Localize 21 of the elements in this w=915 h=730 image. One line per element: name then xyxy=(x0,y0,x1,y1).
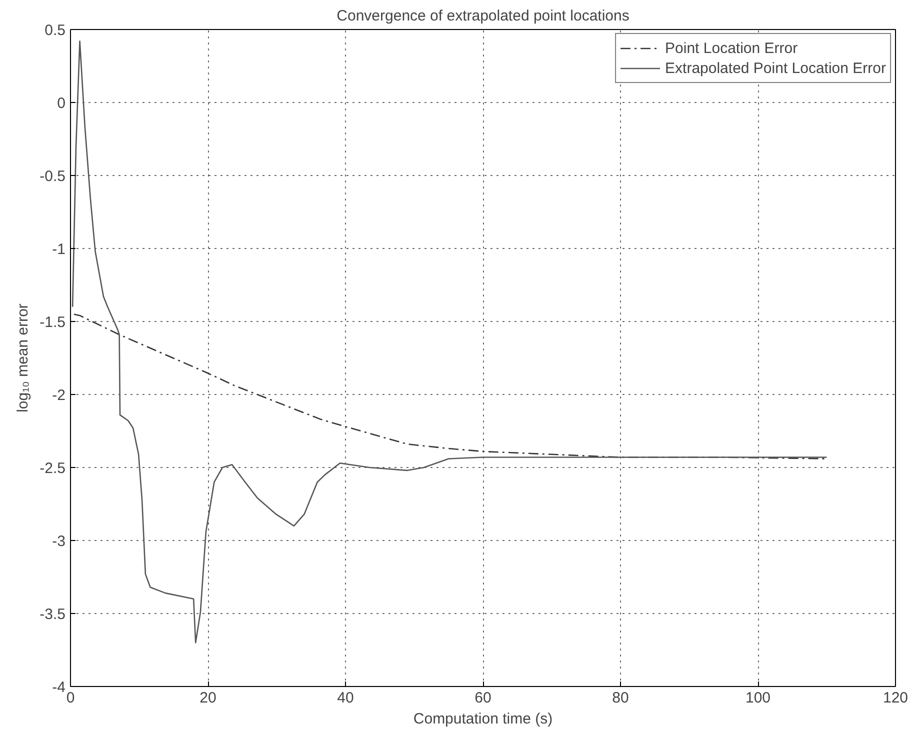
x-axis-title: Computation time (s) xyxy=(413,710,553,728)
y-tick-label: 0 xyxy=(57,95,66,112)
legend-label: Extrapolated Point Location Error xyxy=(665,60,886,76)
y-tick-label: -1.5 xyxy=(40,314,66,331)
chart-title: Convergence of extrapolated point locations xyxy=(336,8,630,24)
x-tick-label: 80 xyxy=(612,690,629,706)
x-tick-label: 40 xyxy=(337,690,354,706)
x-tick-label: 120 xyxy=(882,690,908,706)
y-tick-label: -4 xyxy=(52,679,66,696)
x-tick-label: 20 xyxy=(200,690,216,706)
y-tick-label: -0.5 xyxy=(40,168,66,185)
y-tick-label: -1 xyxy=(52,241,66,258)
x-tick-label: 60 xyxy=(474,690,492,706)
y-tick-label: -3.5 xyxy=(40,606,66,623)
y-tick-label: -2.5 xyxy=(40,460,66,477)
legend-label: Point Location Error xyxy=(665,40,798,56)
y-tick-label: 0.5 xyxy=(44,22,66,39)
y-tick-label: -2 xyxy=(52,387,66,404)
y-axis-title: log₁₀ mean error xyxy=(14,304,32,412)
y-tick-label: -3 xyxy=(52,533,66,550)
x-tick-label: 100 xyxy=(745,690,771,706)
